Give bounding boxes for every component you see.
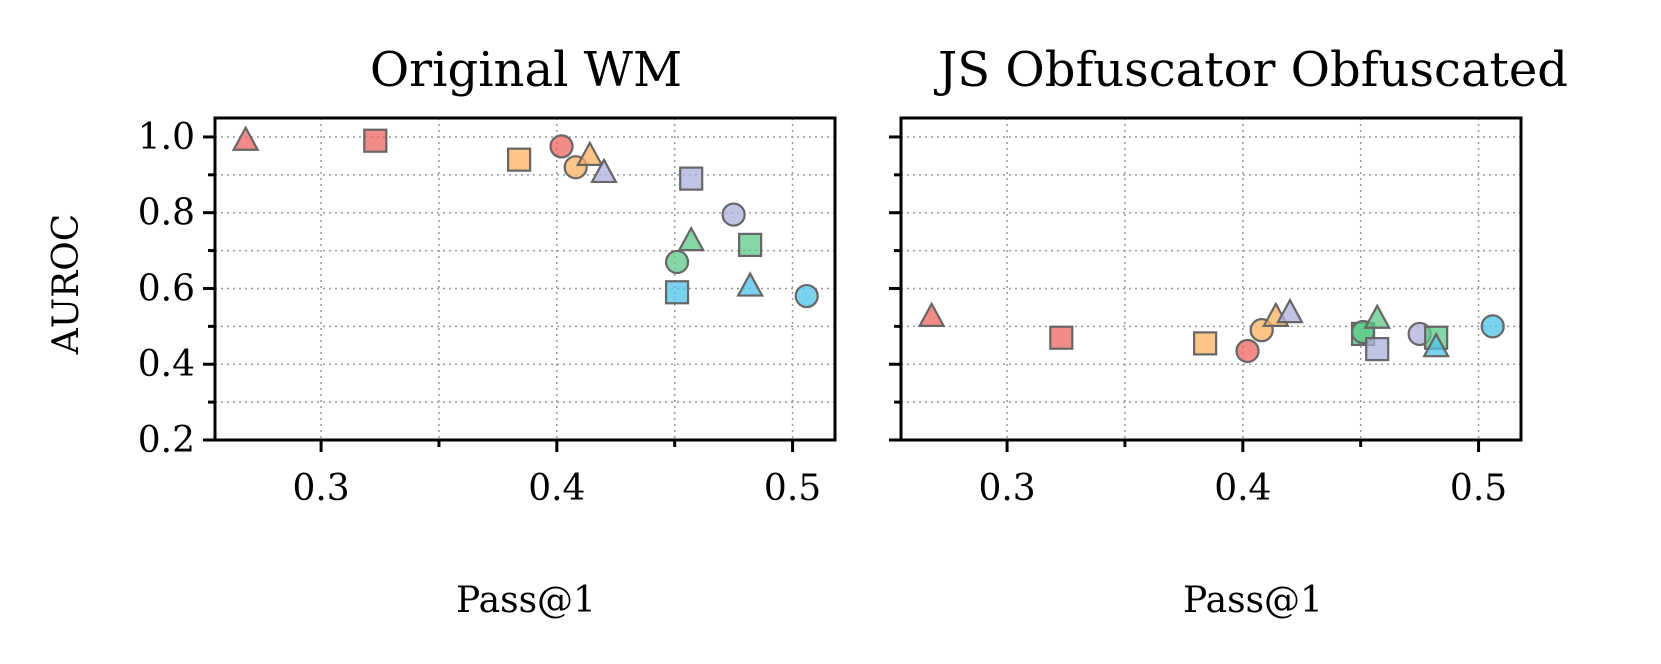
x-tick-label: 0.4 [528, 468, 585, 509]
x-axis-label: Pass@1 [1183, 580, 1323, 621]
data-point-triangle [575, 140, 604, 166]
plot-frame [213, 116, 837, 442]
data-point-triangle [1276, 297, 1304, 324]
data-point-square [679, 166, 704, 191]
panel-original-wm: Original WM Pass@1 AUROC 0.3 0.4 0.5 0.2 0.4… [46, 42, 837, 621]
y-axis-label: AUROC [46, 214, 87, 356]
data-point-circle [1480, 314, 1505, 339]
data-point-square [664, 280, 690, 305]
y-tick-label: 0.8 [138, 193, 195, 234]
x-tick-label: 0.3 [978, 468, 1035, 509]
data-points [231, 125, 819, 309]
y-tick-label: 0.2 [138, 420, 195, 461]
y-tick-label: 0.4 [138, 344, 195, 385]
y-tick-label: 0.6 [138, 268, 195, 309]
x-tick-label: 0.5 [1450, 468, 1507, 509]
x-tick-label: 0.5 [764, 468, 821, 509]
data-point-triangle [677, 225, 706, 252]
data-point-square [1049, 325, 1074, 350]
data-point-triangle [917, 301, 946, 327]
data-point-circle [1235, 338, 1260, 364]
data-points [917, 297, 1505, 364]
panel-js-obfuscator-obfuscated: JS Obfuscator Obfuscated Pass@1 0.3 0.4 0.… [889, 42, 1568, 621]
data-point-square [363, 128, 388, 153]
data-point-square [1193, 331, 1218, 356]
x-tick-label: 0.3 [292, 468, 349, 509]
data-point-triangle [590, 157, 618, 184]
data-point-triangle [1363, 303, 1392, 329]
data-point-circle [794, 283, 819, 309]
data-point-square [738, 232, 763, 258]
grid [901, 118, 1521, 440]
data-point-circle [664, 249, 690, 275]
data-point-circle [721, 202, 746, 227]
data-point-triangle [1422, 331, 1450, 358]
data-point-square [507, 147, 532, 172]
data-point-triangle [736, 271, 764, 297]
x-axis-label: Pass@1 [456, 580, 596, 621]
data-point-triangle [231, 125, 260, 151]
plot-frame [899, 116, 1523, 442]
data-point-circle [549, 134, 574, 159]
data-point-square [1365, 336, 1390, 362]
ticks: 0.3 0.4 0.5 [889, 135, 1507, 509]
panel-title: Original WM [370, 42, 682, 98]
panel-title: JS Obfuscator Obfuscated [933, 42, 1568, 98]
y-tick-label: 1.0 [138, 117, 195, 158]
ticks: 0.3 0.4 0.5 0.2 0.4 0.6 0.8 1.0 [138, 117, 821, 509]
x-tick-label: 0.4 [1214, 468, 1271, 509]
